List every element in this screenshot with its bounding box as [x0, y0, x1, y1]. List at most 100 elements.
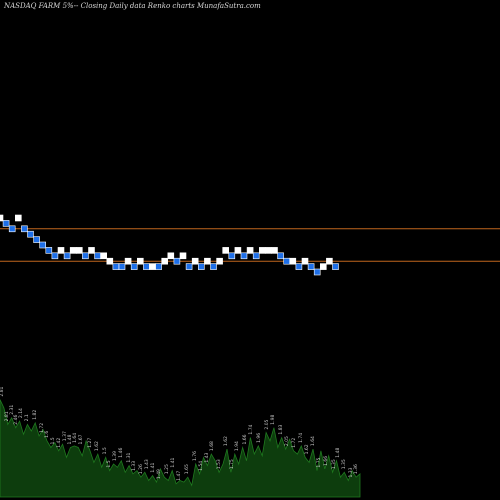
volume-label: 1.35 [331, 459, 337, 469]
renko-brick-down [283, 257, 291, 265]
renko-brick-up [234, 247, 242, 254]
renko-brick-down [94, 252, 101, 260]
renko-brick-up [258, 247, 266, 254]
renko-brick-down [39, 241, 47, 249]
renko-brick-down [228, 252, 236, 260]
volume-label: 1.39 [112, 451, 118, 461]
volume-label: 1.53 [216, 459, 222, 469]
volume-label: 1.75 [316, 457, 322, 467]
volume-label: 1.49 [156, 469, 162, 479]
volume-label: 1.27 [87, 438, 93, 448]
volume-panel [0, 399, 361, 498]
renko-brick-down [307, 263, 315, 270]
volume-label: 2.05 [264, 419, 270, 429]
renko-brick-up [124, 257, 132, 265]
renko-brick-down [112, 263, 120, 270]
renko-brick-down [33, 236, 40, 243]
volume-label: 1.47 [176, 471, 182, 481]
volume-label: 1.83 [278, 424, 284, 434]
renko-brick-down [21, 225, 28, 233]
renko-brick-up [179, 252, 187, 260]
renko-brick-down [2, 220, 10, 227]
price-lines [0, 228, 500, 262]
volume-label: 1.94 [234, 441, 240, 451]
volume-label: 1.41 [150, 462, 156, 472]
volume-label: 1.66 [323, 456, 329, 466]
renko-brick-down [252, 252, 260, 260]
renko-brick-up [319, 263, 327, 270]
renko-brick-down [8, 225, 16, 233]
volume-label: 2.81 [4, 411, 10, 421]
renko-brick-down [332, 263, 339, 270]
renko-brick-up [167, 252, 175, 260]
volume-label: 2.05 [284, 436, 290, 446]
volume-label: 1.62 [223, 436, 229, 446]
renko-brick-down [130, 263, 138, 270]
renko-bricks [0, 214, 339, 276]
chart-title: NASDAQ FARM 5%-- Closing Daily data Renk… [4, 2, 261, 10]
volume-label: 1.33 [348, 467, 354, 477]
volume-label: 1.6 [44, 431, 50, 438]
renko-brick-up [326, 257, 333, 265]
volume-label: 1.64 [72, 433, 78, 443]
renko-brick-down [63, 252, 71, 260]
renko-brick-up [216, 257, 223, 265]
renko-brick-up [161, 257, 168, 265]
volume-label: 1.48 [67, 434, 73, 444]
volume-label: 1.48 [335, 448, 341, 458]
volume-label: 1.96 [256, 433, 262, 443]
volume-area [0, 399, 361, 498]
renko-brick-down [143, 263, 150, 270]
volume-label: 1.31 [126, 452, 132, 462]
renko-brick-down [185, 263, 193, 270]
volume-label: 1.46 [118, 448, 124, 458]
volume-label: 1.54 [198, 461, 204, 471]
volume-label: 1.74 [248, 424, 254, 434]
volume-label: 1.72 [291, 438, 297, 448]
renko-brick-up [204, 257, 211, 265]
renko-brick-up [271, 247, 278, 254]
volume-label: 1.26 [138, 464, 144, 474]
renko-brick-up [222, 247, 229, 254]
volume-label: 2.46 [13, 415, 19, 425]
volume-label: 1.37 [62, 431, 68, 441]
volume-label: 1.76 [192, 451, 198, 461]
renko-brick-up [137, 257, 144, 265]
volume-label: 1.66 [242, 434, 248, 444]
renko-brick-down [295, 263, 303, 270]
volume-label: 1.43 [204, 452, 210, 462]
renko-brick-down [173, 257, 181, 265]
renko-brick-down [155, 263, 162, 270]
volume-label: 1.74 [298, 433, 304, 443]
renko-brick-up [301, 257, 309, 265]
renko-brick-up [265, 247, 272, 254]
volume-label: 1.62 [304, 444, 310, 454]
volume-label: 2.31 [9, 405, 15, 415]
volume-label: 1.5 [106, 460, 112, 467]
renko-brick-up [106, 257, 114, 265]
volume-label: 1.75 [229, 459, 235, 469]
renko-brick-down [277, 252, 284, 260]
volume-label: 2.81 [0, 386, 5, 396]
renko-brick-up [289, 257, 297, 265]
renko-brick-down [51, 252, 59, 260]
renko-brick-down [118, 263, 126, 270]
renko-brick-down [82, 252, 89, 260]
renko-brick-down [45, 247, 53, 254]
renko-brick-up [191, 257, 199, 265]
volume-label: 1.41 [170, 457, 176, 467]
renko-brick-up [246, 247, 254, 254]
volume-label: 1.5 [50, 437, 56, 444]
volume-label: 1.62 [94, 441, 100, 451]
volume-label: 1.25 [164, 464, 170, 474]
renko-brick-up [149, 263, 156, 270]
volume-label: 1.35 [341, 459, 347, 469]
renko-brick-down [27, 230, 34, 238]
volume-label: 1.82 [32, 410, 38, 420]
volume-label: 1.72 [39, 423, 45, 433]
volume-label: 2.1 [24, 414, 30, 421]
renko-brick-up [57, 247, 65, 254]
renko-brick-up [69, 247, 77, 254]
renko-brick-up [100, 252, 107, 260]
renko-brick-up [15, 214, 22, 222]
